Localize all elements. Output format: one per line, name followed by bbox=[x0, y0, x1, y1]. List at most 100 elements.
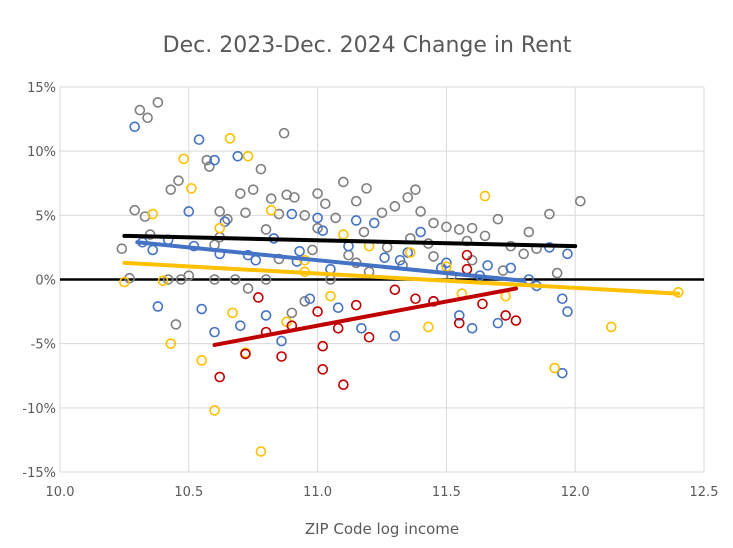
data-point-gray bbox=[299, 296, 311, 307]
data-point-blue bbox=[415, 226, 426, 238]
data-point-gray bbox=[201, 154, 213, 166]
data-point-blue bbox=[557, 293, 568, 305]
data-point-yellow bbox=[265, 204, 277, 216]
x-tick-label: 12.5 bbox=[690, 485, 719, 500]
x-tick-label: 11.5 bbox=[432, 485, 461, 500]
data-point-gray bbox=[453, 224, 465, 235]
data-point-gray bbox=[278, 127, 290, 139]
x-axis: 10.0 10.5 11.0 11.5 12.0 12.5 bbox=[46, 485, 719, 500]
data-point-gray bbox=[338, 176, 349, 188]
y-tick-label: 15% bbox=[27, 81, 56, 96]
data-point-yellow bbox=[479, 190, 491, 202]
data-point-yellow bbox=[157, 275, 169, 287]
data-point-blue bbox=[260, 310, 272, 321]
data-point-gray bbox=[312, 188, 323, 199]
data-point-gray bbox=[479, 230, 491, 242]
data-point-yellow bbox=[605, 321, 617, 333]
data-point-gray bbox=[204, 161, 215, 172]
y-tick-label: -10% bbox=[22, 402, 56, 417]
data-point-gray bbox=[260, 274, 272, 285]
data-point-blue bbox=[389, 330, 401, 342]
blue-trend-line bbox=[135, 240, 526, 283]
data-point-red bbox=[312, 306, 323, 317]
data-point-blue bbox=[562, 306, 573, 317]
y-axis: -15% -10% -5% 0% 5% 10% 15% bbox=[22, 81, 56, 481]
data-point-gray bbox=[428, 217, 439, 229]
data-point-blue bbox=[368, 217, 380, 229]
data-point-red bbox=[240, 348, 251, 360]
data-point-yellow bbox=[178, 153, 189, 165]
data-point-yellow bbox=[242, 151, 254, 162]
data-point-gray bbox=[518, 248, 529, 260]
data-point-yellow bbox=[227, 307, 238, 319]
data-point-gray bbox=[214, 206, 226, 217]
data-point-gray bbox=[260, 224, 272, 235]
data-point-blue bbox=[394, 254, 406, 266]
data-point-gray bbox=[441, 221, 452, 233]
data-point-blue bbox=[379, 252, 390, 263]
data-point-yellow bbox=[255, 446, 267, 457]
data-point-red bbox=[453, 317, 465, 329]
data-point-red bbox=[276, 351, 287, 362]
data-point-blue bbox=[209, 326, 220, 338]
data-point-gray bbox=[235, 188, 246, 199]
y-tick-label: -15% bbox=[22, 466, 56, 481]
data-point-gray bbox=[523, 226, 535, 238]
data-point-red bbox=[317, 340, 329, 352]
red-trend-line bbox=[212, 286, 518, 347]
data-point-yellow bbox=[147, 208, 159, 220]
data-point-gray bbox=[209, 274, 220, 285]
data-point-red bbox=[317, 364, 329, 375]
data-point-blue bbox=[235, 320, 246, 332]
data-point-blue bbox=[196, 303, 207, 315]
data-point-gray bbox=[183, 270, 195, 281]
data-point-gray bbox=[320, 198, 331, 210]
data-point-blue bbox=[505, 262, 517, 274]
data-point-red bbox=[510, 315, 522, 326]
data-point-blue bbox=[332, 302, 344, 314]
data-point-gray bbox=[116, 243, 128, 254]
trendlines bbox=[122, 233, 681, 347]
data-point-gray bbox=[358, 226, 370, 238]
data-point-gray bbox=[466, 222, 478, 234]
data-point-blue bbox=[193, 134, 205, 145]
data-point-red bbox=[214, 371, 226, 383]
data-point-gray bbox=[242, 283, 254, 294]
data-point-red bbox=[410, 293, 421, 305]
data-point-gray bbox=[389, 201, 401, 212]
data-point-gray bbox=[255, 163, 267, 175]
data-point-gray bbox=[247, 184, 259, 195]
data-point-blue bbox=[350, 215, 362, 226]
data-point-gray bbox=[492, 213, 504, 225]
data-point-blue bbox=[294, 245, 305, 257]
data-point-blue bbox=[219, 216, 231, 228]
data-point-gray bbox=[170, 319, 182, 330]
data-point-gray bbox=[402, 192, 414, 203]
gray-trend-line bbox=[122, 233, 578, 249]
data-point-blue bbox=[562, 248, 573, 260]
data-point-gray bbox=[286, 307, 298, 319]
x-tick-label: 12.0 bbox=[561, 485, 590, 500]
chart-title: Dec. 2023-Dec. 2024 Change in Rent bbox=[163, 33, 572, 58]
data-point-red bbox=[350, 299, 362, 311]
data-point-gray bbox=[410, 184, 421, 195]
data-point-blue bbox=[152, 301, 164, 312]
data-point-blue bbox=[492, 317, 504, 329]
data-point-gray bbox=[240, 207, 251, 219]
data-point-gray bbox=[142, 112, 153, 124]
data-point-gray bbox=[162, 274, 174, 285]
data-point-yellow bbox=[186, 183, 197, 194]
data-point-yellow bbox=[405, 247, 416, 258]
data-point-blue bbox=[304, 293, 316, 305]
data-point-gray bbox=[299, 210, 311, 221]
x-axis-label: ZIP Code log income bbox=[305, 520, 459, 538]
data-point-gray bbox=[173, 175, 184, 186]
data-point-red bbox=[461, 249, 473, 261]
data-point-red bbox=[500, 310, 511, 321]
y-tick-label: -5% bbox=[31, 338, 56, 353]
data-point-yellow bbox=[209, 405, 220, 416]
data-point-red bbox=[389, 284, 401, 296]
data-point-yellow bbox=[224, 133, 236, 144]
